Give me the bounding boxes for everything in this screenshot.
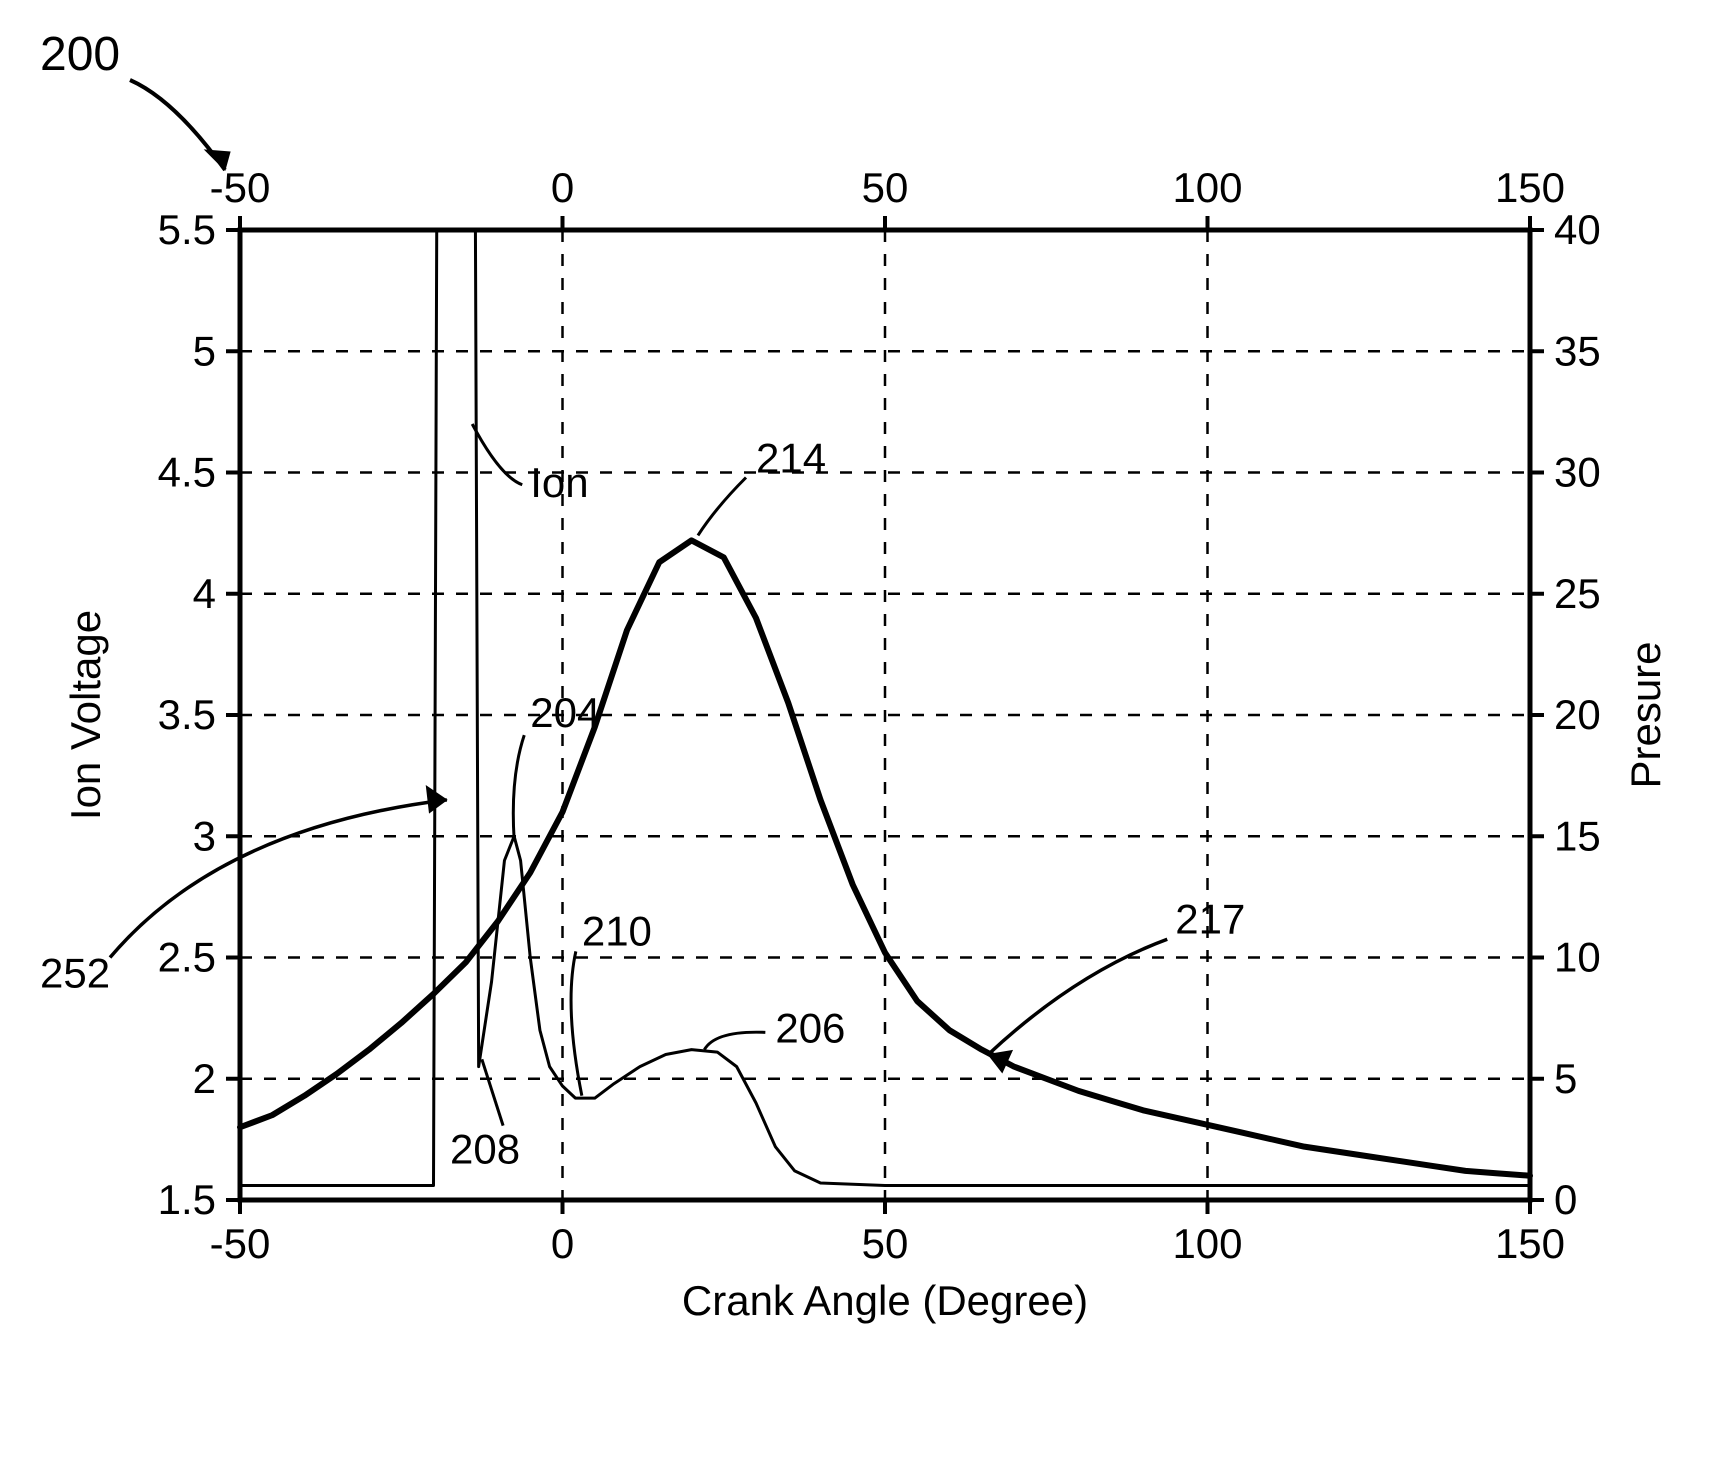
tick-label-left: 4.5 [158, 449, 216, 496]
tick-label-right: 35 [1554, 327, 1601, 374]
tick-label-top: 50 [862, 164, 909, 211]
tick-label-left: 5.5 [158, 206, 216, 253]
tick-label-top: -50 [210, 164, 271, 211]
tick-label-left: 3.5 [158, 691, 216, 738]
tick-label-bottom: 0 [551, 1220, 574, 1267]
ref-214-label: 214 [756, 435, 826, 482]
ref-208-leader [482, 1059, 503, 1125]
tick-label-left: 2.5 [158, 934, 216, 981]
x-axis-bottom-label: Crank Angle (Degree) [682, 1277, 1088, 1324]
tick-label-bottom: -50 [210, 1220, 271, 1267]
tick-label-bottom: 150 [1495, 1220, 1565, 1267]
tick-label-top: 100 [1172, 164, 1242, 211]
ion-text-label: Ion [530, 459, 588, 506]
tick-label-bottom: 50 [862, 1220, 909, 1267]
tick-label-top: 150 [1495, 164, 1565, 211]
tick-label-right: 0 [1554, 1176, 1577, 1223]
ref-210-label: 210 [582, 907, 652, 954]
tick-label-right: 30 [1554, 449, 1601, 496]
chart-svg: 200-50050100150Crank Angle (Degree)-5005… [0, 0, 1725, 1473]
ref-204-leader [513, 735, 524, 839]
ref-206-leader [704, 1032, 765, 1049]
y-axis-right-label: Presure [1622, 641, 1669, 788]
tick-label-right: 15 [1554, 812, 1601, 859]
figure-ref-label: 200 [40, 28, 120, 81]
ref-208-label: 208 [450, 1126, 520, 1173]
tick-label-left: 5 [193, 327, 216, 374]
tick-label-left: 2 [193, 1055, 216, 1102]
tick-label-left: 3 [193, 812, 216, 859]
tick-label-right: 25 [1554, 570, 1601, 617]
ref-206-label: 206 [775, 1004, 845, 1051]
figure-container: 200-50050100150Crank Angle (Degree)-5005… [0, 0, 1725, 1473]
ref-204-label: 204 [530, 689, 600, 736]
tick-label-left: 4 [193, 570, 216, 617]
tick-label-right: 20 [1554, 691, 1601, 738]
y-axis-left-label: Ion Voltage [62, 610, 109, 820]
tick-label-bottom: 100 [1172, 1220, 1242, 1267]
tick-label-right: 10 [1554, 934, 1601, 981]
tick-label-top: 0 [551, 164, 574, 211]
ref-210-leader [571, 951, 582, 1095]
ion-series [240, 230, 1530, 1185]
figure-ref-arrow [130, 80, 225, 170]
ion-leader [472, 424, 522, 485]
ref-217-label: 217 [1175, 895, 1245, 942]
ref-252-label: 252 [40, 950, 110, 997]
tick-label-right: 40 [1554, 206, 1601, 253]
tick-label-left: 1.5 [158, 1176, 216, 1223]
ref-214-leader [698, 478, 746, 536]
tick-label-right: 5 [1554, 1055, 1577, 1102]
